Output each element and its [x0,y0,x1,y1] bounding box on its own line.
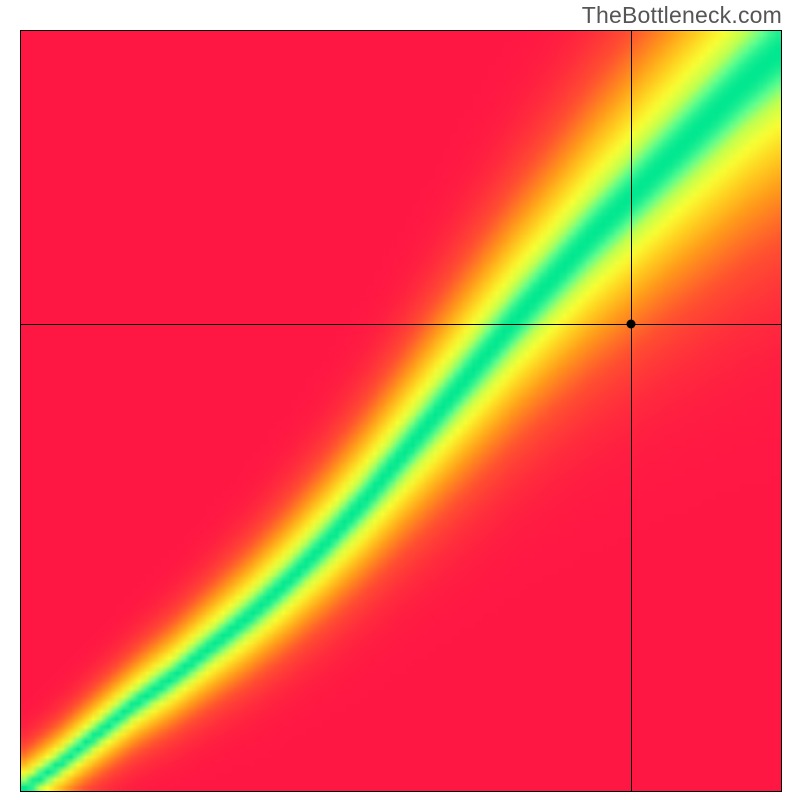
crosshair-horizontal [21,324,781,325]
watermark-text: TheBottleneck.com [582,2,782,29]
heatmap-plot [20,30,782,792]
chart-container: TheBottleneck.com [0,0,800,800]
crosshair-point [626,320,635,329]
heatmap-canvas [21,31,781,791]
crosshair-vertical [631,31,632,791]
